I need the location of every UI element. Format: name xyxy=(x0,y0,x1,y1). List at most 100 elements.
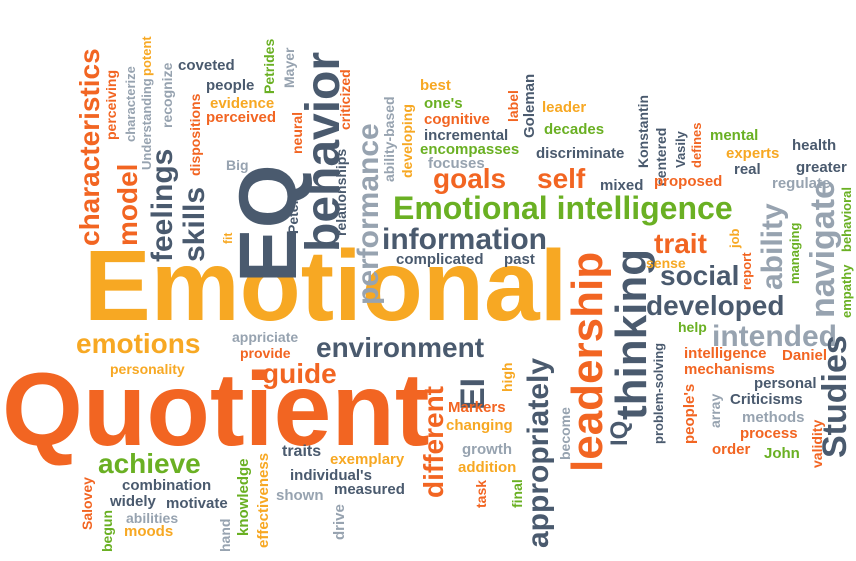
word-problem-solving: problem-solving xyxy=(651,342,666,444)
word-order: order xyxy=(712,441,751,458)
word-salovey: Salovey xyxy=(79,477,95,530)
word-social: social xyxy=(660,260,740,291)
word-neural: neural xyxy=(289,111,305,154)
word-complicated: complicated xyxy=(396,251,484,268)
word-report: report xyxy=(739,252,754,290)
word-experts: experts xyxy=(726,145,780,162)
word-guide: guide xyxy=(262,358,337,389)
word-developing: developing xyxy=(399,104,415,178)
word-changing: changing xyxy=(446,417,513,434)
word-peoples: people's xyxy=(681,383,698,444)
word-mixed: mixed xyxy=(600,177,644,194)
word-cognitive: cognitive xyxy=(424,111,490,128)
word-health: health xyxy=(792,137,837,154)
word-effectiveness: effectiveness xyxy=(255,452,272,548)
word-moods: moods xyxy=(124,523,174,540)
word-iq: IQ xyxy=(606,420,633,446)
word-coveted: coveted xyxy=(178,57,235,74)
word-ability-based: ability-based xyxy=(381,96,397,182)
word-individuals: individual's xyxy=(290,467,372,484)
word-performance: performance xyxy=(352,123,385,305)
word-model: model xyxy=(112,163,143,246)
word-recognize: recognize xyxy=(159,62,175,128)
word-petrides: Petrides xyxy=(261,38,277,94)
word-knowledge: knowledge xyxy=(235,458,252,536)
word-peter: Peter xyxy=(285,198,301,234)
word-mayer: Mayer xyxy=(281,47,297,88)
word-big: Big xyxy=(226,157,249,173)
word-mental: mental xyxy=(710,127,759,144)
word-personal: personal xyxy=(754,375,817,392)
word-skills: skills xyxy=(178,186,211,262)
word-trait: trait xyxy=(654,228,707,259)
word-criticisms: Criticisms xyxy=(730,391,803,408)
word-different: different xyxy=(418,386,449,498)
word-understanding: Understanding xyxy=(139,78,154,170)
word-vasily: Vasily xyxy=(673,131,688,168)
word-relationships: relationships xyxy=(333,148,349,236)
word-ones: one's xyxy=(424,95,463,112)
word-environment: environment xyxy=(316,332,485,363)
word-personality: personality xyxy=(110,361,185,377)
word-begun: begun xyxy=(99,510,115,552)
word-potent: potent xyxy=(139,36,154,76)
word-measured: measured xyxy=(334,481,405,498)
word-criticized: criticized xyxy=(337,69,353,130)
word-task: task xyxy=(473,479,489,508)
word-focuses: focuses xyxy=(428,155,485,172)
word-help: help xyxy=(678,319,707,335)
word-label: label xyxy=(505,90,521,122)
word-characteristics: characteristics xyxy=(74,48,105,246)
word-abilities: abilities xyxy=(126,510,179,526)
word-appropriately: appropriately xyxy=(522,357,555,548)
word-mechanisms: mechanisms xyxy=(684,361,775,378)
word-achieve: achieve xyxy=(98,448,201,479)
word-behavioral: behavioral xyxy=(839,186,854,252)
word-intended: intended xyxy=(712,320,837,353)
word-perceived: perceived xyxy=(206,109,277,126)
word-konstantin: Konstantin xyxy=(635,94,651,168)
word-markers: Markers xyxy=(448,399,506,416)
word-intelligence: intelligence xyxy=(684,345,767,362)
word-john: John xyxy=(764,445,800,462)
word-empathy: empathy xyxy=(839,264,854,318)
word-fit: fit xyxy=(221,232,235,244)
word-defines: defines xyxy=(689,122,704,168)
word-leader: leader xyxy=(542,99,587,116)
word-daniel: Daniel xyxy=(782,347,828,364)
word-managing: managing xyxy=(787,222,802,284)
word-emotional-intelligence: Emotional intelligence xyxy=(393,190,733,226)
word-traits: traits xyxy=(282,443,322,460)
word-encompasses: encompasses xyxy=(420,141,520,158)
word-self: self xyxy=(537,163,586,194)
word-characterize: characterize xyxy=(123,66,138,142)
word-sense: sense xyxy=(646,255,686,271)
word-hand: hand xyxy=(217,518,233,552)
word-motivate: motivate xyxy=(166,495,228,512)
word-perceiving: perceiving xyxy=(103,69,119,140)
word-addition: addition xyxy=(458,459,517,476)
word-discriminate: discriminate xyxy=(536,145,625,162)
word-job: job xyxy=(727,228,742,249)
word-drive: drive xyxy=(331,504,348,540)
word-decades: decades xyxy=(544,121,605,138)
word-exemplary: exemplary xyxy=(330,451,405,468)
word-people: people xyxy=(206,77,255,94)
word-high: high xyxy=(499,362,515,392)
word-goals: goals xyxy=(433,163,507,194)
word-widely: widely xyxy=(110,493,156,510)
word-ability: ability xyxy=(756,203,789,290)
word-appriciate: appriciate xyxy=(232,329,299,345)
word-regulate: regulate xyxy=(772,175,831,192)
word-quotient: Quotient xyxy=(2,352,430,468)
word-goleman: Goleman xyxy=(521,73,538,138)
word-evidence: evidence xyxy=(210,95,275,112)
word-incremental: incremental xyxy=(424,127,509,144)
word-growth: growth xyxy=(462,441,512,458)
word-emotions: emotions xyxy=(76,328,201,359)
word-best: best xyxy=(420,77,451,94)
word-greater: greater xyxy=(796,159,847,176)
word-dispositions: dispositions xyxy=(187,93,203,176)
word-past: past xyxy=(504,251,535,268)
